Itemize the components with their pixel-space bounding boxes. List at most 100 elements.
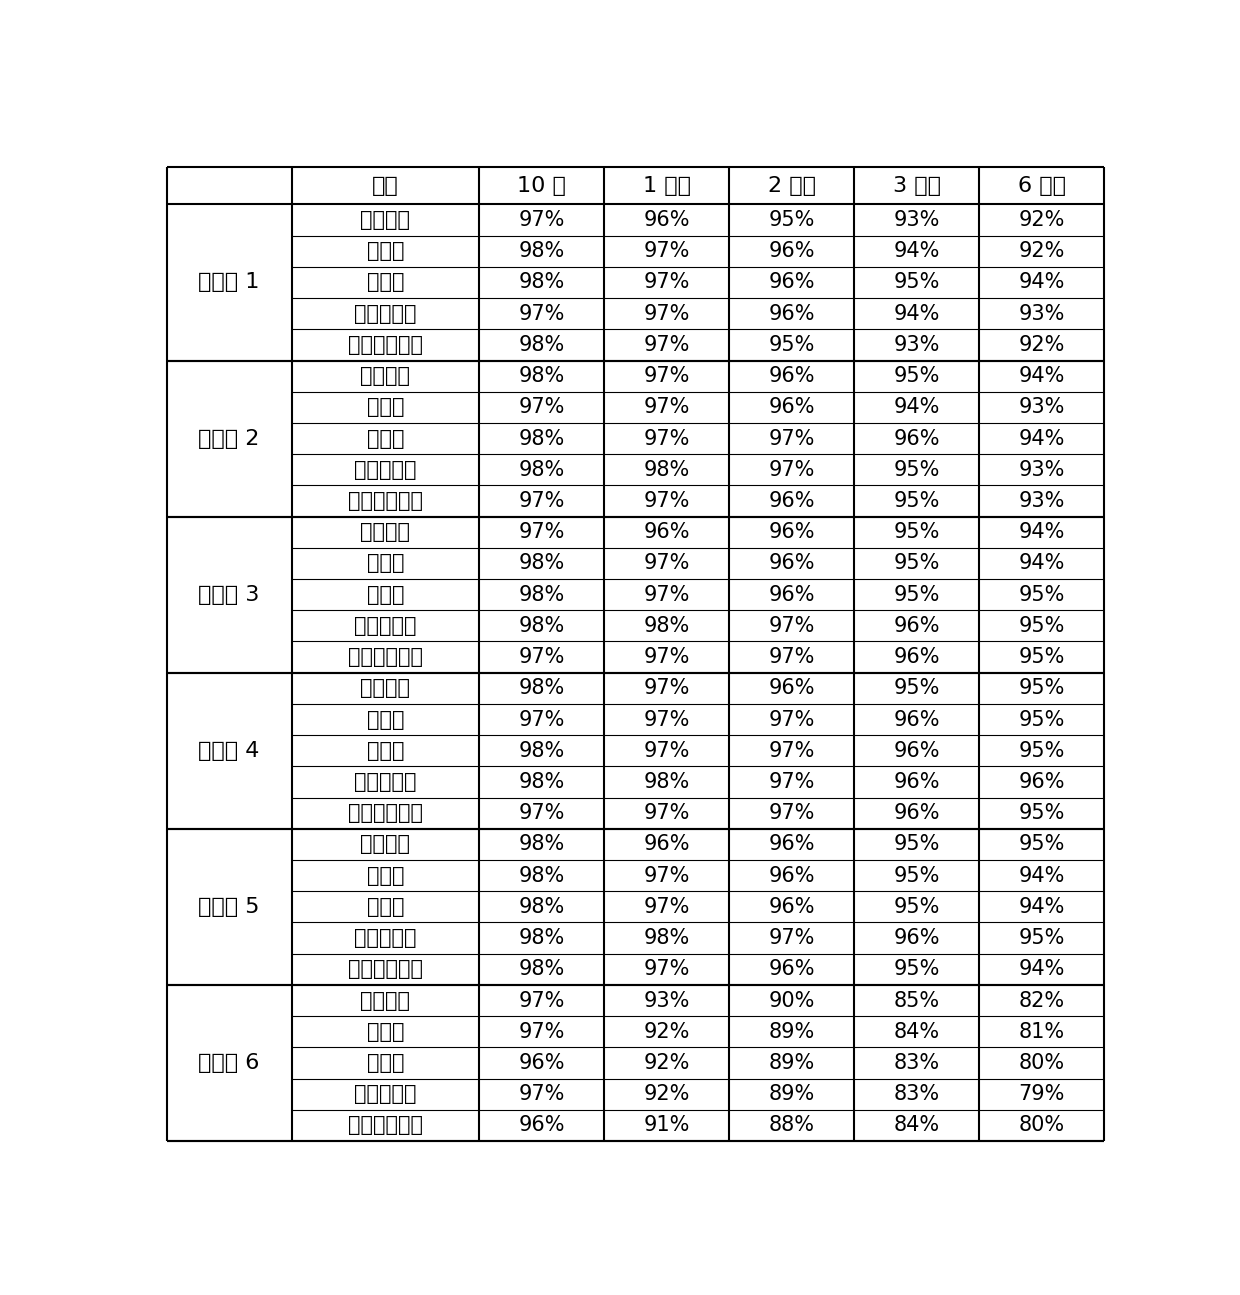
Text: 94%: 94%: [1019, 366, 1065, 386]
Text: 98%: 98%: [518, 960, 565, 979]
Text: 98%: 98%: [644, 616, 689, 636]
Text: 微鞘藻: 微鞘藻: [367, 398, 404, 417]
Text: 96%: 96%: [894, 648, 940, 667]
Text: 80%: 80%: [1019, 1115, 1065, 1136]
Text: 小单歧藻: 小单歧藻: [361, 210, 410, 231]
Text: 93%: 93%: [894, 335, 940, 355]
Text: 92%: 92%: [1019, 210, 1065, 231]
Text: 95%: 95%: [1019, 679, 1065, 698]
Text: 97%: 97%: [644, 679, 689, 698]
Text: 95%: 95%: [894, 960, 940, 979]
Text: 95%: 95%: [1019, 803, 1065, 824]
Text: 6 个月: 6 个月: [1018, 176, 1066, 196]
Text: 蛋白核小球藻: 蛋白核小球藻: [348, 491, 423, 512]
Text: 95%: 95%: [1019, 710, 1065, 729]
Text: 96%: 96%: [769, 865, 815, 886]
Text: 93%: 93%: [1019, 460, 1065, 479]
Text: 固氮鱼腥藻: 固氮鱼腥藻: [355, 929, 417, 948]
Text: 94%: 94%: [1019, 522, 1065, 543]
Text: 97%: 97%: [769, 741, 815, 760]
Text: 96%: 96%: [644, 834, 689, 855]
Text: 94%: 94%: [1019, 897, 1065, 917]
Text: 伪枝藻: 伪枝藻: [367, 272, 404, 293]
Text: 98%: 98%: [518, 616, 565, 636]
Text: 97%: 97%: [644, 304, 689, 324]
Text: 96%: 96%: [769, 304, 815, 324]
Text: 97%: 97%: [518, 398, 565, 417]
Text: 96%: 96%: [769, 584, 815, 605]
Text: 89%: 89%: [769, 1084, 815, 1105]
Text: 97%: 97%: [644, 648, 689, 667]
Text: 96%: 96%: [769, 272, 815, 293]
Text: 小单歧藻: 小单歧藻: [361, 522, 410, 543]
Text: 93%: 93%: [1019, 491, 1065, 512]
Text: 96%: 96%: [769, 241, 815, 262]
Text: 82%: 82%: [1019, 991, 1065, 1010]
Text: 92%: 92%: [644, 1053, 689, 1074]
Text: 98%: 98%: [518, 772, 565, 793]
Text: 96%: 96%: [769, 553, 815, 574]
Text: 98%: 98%: [518, 679, 565, 698]
Text: 95%: 95%: [894, 272, 940, 293]
Text: 96%: 96%: [769, 679, 815, 698]
Text: 蛋白核小球藻: 蛋白核小球藻: [348, 803, 423, 824]
Text: 89%: 89%: [769, 1022, 815, 1041]
Text: 97%: 97%: [518, 1022, 565, 1041]
Text: 83%: 83%: [894, 1053, 940, 1074]
Text: 98%: 98%: [518, 366, 565, 386]
Text: 微鞘藻: 微鞘藻: [367, 553, 404, 574]
Text: 97%: 97%: [518, 522, 565, 543]
Text: 蛋白核小球藻: 蛋白核小球藻: [348, 1115, 423, 1136]
Text: 96%: 96%: [769, 960, 815, 979]
Text: 97%: 97%: [518, 491, 565, 512]
Text: 95%: 95%: [894, 522, 940, 543]
Text: 97%: 97%: [769, 460, 815, 479]
Text: 97%: 97%: [769, 616, 815, 636]
Text: 实施例 2: 实施例 2: [198, 429, 260, 448]
Text: 固氮鱼腥藻: 固氮鱼腥藻: [355, 460, 417, 479]
Text: 98%: 98%: [518, 584, 565, 605]
Text: 97%: 97%: [644, 272, 689, 293]
Text: 98%: 98%: [518, 272, 565, 293]
Text: 94%: 94%: [1019, 865, 1065, 886]
Text: 84%: 84%: [894, 1115, 940, 1136]
Text: 98%: 98%: [518, 335, 565, 355]
Text: 93%: 93%: [1019, 398, 1065, 417]
Text: 94%: 94%: [894, 304, 940, 324]
Text: 84%: 84%: [894, 1022, 940, 1041]
Text: 90%: 90%: [769, 991, 815, 1010]
Text: 小单歧藻: 小单歧藻: [361, 679, 410, 698]
Text: 96%: 96%: [518, 1115, 565, 1136]
Text: 10 天: 10 天: [517, 176, 567, 196]
Text: 81%: 81%: [1019, 1022, 1065, 1041]
Text: 80%: 80%: [1019, 1053, 1065, 1074]
Text: 96%: 96%: [769, 366, 815, 386]
Text: 96%: 96%: [518, 1053, 565, 1074]
Text: 固氮鱼腥藻: 固氮鱼腥藻: [355, 772, 417, 793]
Text: 95%: 95%: [894, 460, 940, 479]
Text: 96%: 96%: [1018, 772, 1065, 793]
Text: 实施例 5: 实施例 5: [198, 897, 260, 917]
Text: 固氮鱼腥藻: 固氮鱼腥藻: [355, 616, 417, 636]
Text: 92%: 92%: [644, 1084, 689, 1105]
Text: 97%: 97%: [644, 335, 689, 355]
Text: 97%: 97%: [644, 241, 689, 262]
Text: 98%: 98%: [518, 741, 565, 760]
Text: 95%: 95%: [894, 553, 940, 574]
Text: 固氮鱼腥藻: 固氮鱼腥藻: [355, 304, 417, 324]
Text: 伪枝藻: 伪枝藻: [367, 584, 404, 605]
Text: 91%: 91%: [644, 1115, 689, 1136]
Text: 97%: 97%: [644, 710, 689, 729]
Text: 蛋白核小球藻: 蛋白核小球藻: [348, 648, 423, 667]
Text: 92%: 92%: [1019, 335, 1065, 355]
Text: 88%: 88%: [769, 1115, 815, 1136]
Text: 98%: 98%: [518, 429, 565, 448]
Text: 96%: 96%: [769, 834, 815, 855]
Text: 95%: 95%: [1019, 834, 1065, 855]
Text: 96%: 96%: [769, 398, 815, 417]
Text: 95%: 95%: [894, 366, 940, 386]
Text: 95%: 95%: [1019, 616, 1065, 636]
Text: 93%: 93%: [644, 991, 689, 1010]
Text: 95%: 95%: [769, 335, 815, 355]
Text: 小单歧藻: 小单歧藻: [361, 834, 410, 855]
